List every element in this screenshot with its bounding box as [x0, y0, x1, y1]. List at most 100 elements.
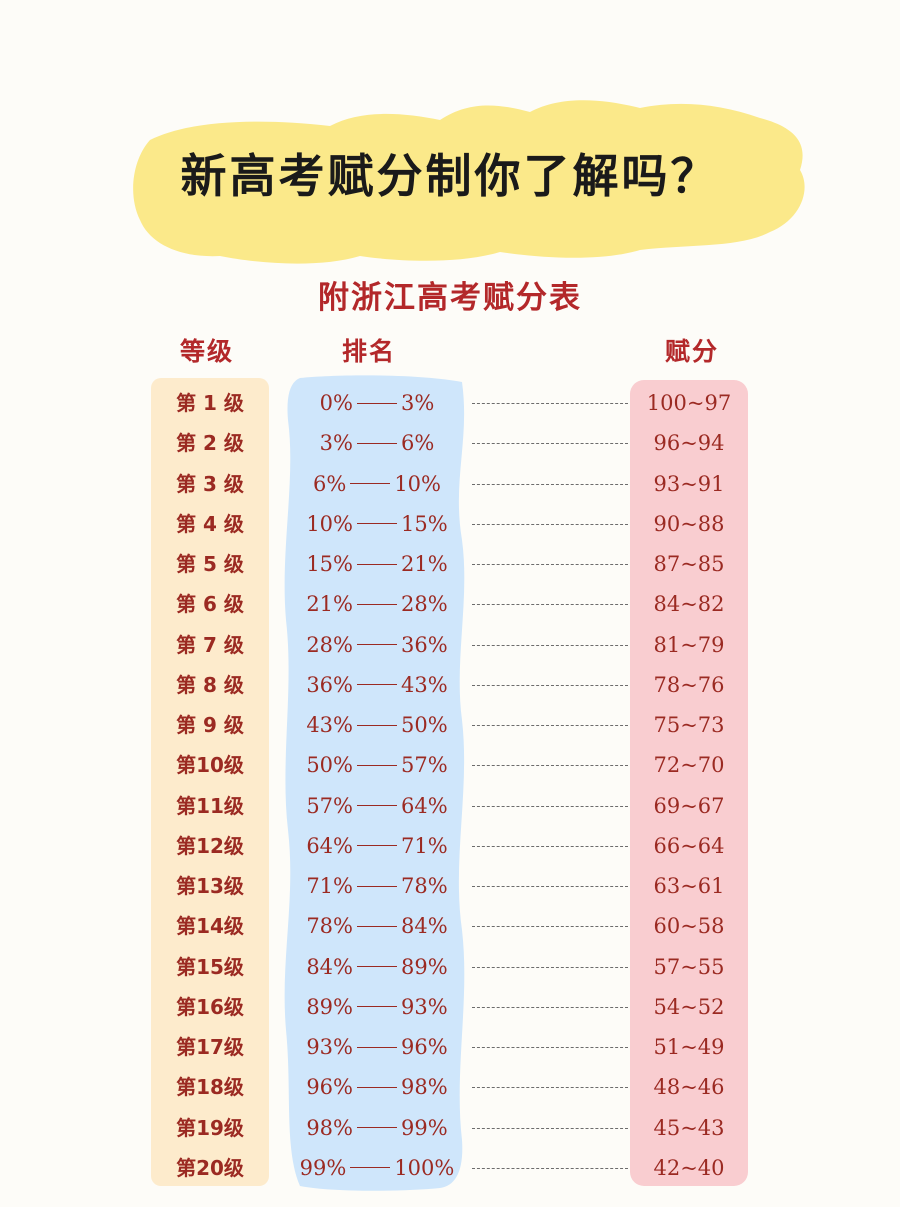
rank-from: 6%: [312, 471, 347, 496]
rank-cell: 93% 96%: [296, 1027, 458, 1067]
grade-table: 第 1 级 0% 3% 100~97 第 2 级 3% 6% 96~94 第 3 级 6% 10% 9…: [0, 383, 900, 1188]
score-cell: 78~76: [653, 672, 725, 697]
rank-to: 64%: [401, 793, 448, 818]
level-cell: 第10级: [176, 753, 244, 778]
level-cell: 第12级: [176, 833, 244, 858]
score-cell: 42~40: [653, 1155, 725, 1180]
rank-dash: [357, 845, 397, 847]
rank-cell: 99% 100%: [296, 1148, 458, 1188]
rank-cell: 57% 64%: [296, 786, 458, 826]
leader-line: [472, 1006, 628, 1008]
rank-to: 89%: [401, 954, 448, 979]
rank-to: 71%: [401, 833, 448, 858]
rank-dash: [357, 442, 397, 444]
rank-dash: [357, 925, 397, 927]
level-cell: 第 8 级: [176, 672, 244, 697]
leader-line: [472, 1167, 628, 1169]
leader-line: [472, 443, 628, 445]
score-cell: 72~70: [653, 753, 725, 778]
score-cell: 84~82: [653, 592, 725, 617]
rank-from: 78%: [306, 914, 353, 939]
table-row: 第19级 98% 99% 45~43: [0, 1108, 900, 1148]
table-row: 第13级 71% 78% 63~61: [0, 866, 900, 906]
rank-from: 21%: [306, 592, 353, 617]
rank-to: 100%: [394, 1155, 455, 1180]
rank-cell: 71% 78%: [296, 866, 458, 906]
rank-to: 3%: [401, 391, 435, 415]
level-cell: 第16级: [176, 994, 244, 1019]
table-row: 第16级 89% 93% 54~52: [0, 987, 900, 1027]
table-row: 第10级 50% 57% 72~70: [0, 745, 900, 785]
level-cell: 第18级: [176, 1075, 244, 1100]
rank-dash: [357, 1086, 397, 1088]
rank-dash: [357, 1006, 397, 1008]
rank-cell: 50% 57%: [296, 745, 458, 785]
rank-to: 96%: [401, 1035, 448, 1059]
rank-cell: 0% 3%: [296, 383, 458, 423]
level-column-band: [151, 378, 269, 1186]
rank-from: 0%: [319, 391, 353, 415]
rank-to: 15%: [401, 511, 448, 536]
score-cell: 63~61: [653, 874, 725, 898]
rank-band-shape: [284, 375, 465, 1191]
rank-to: 57%: [401, 753, 448, 778]
rank-dash: [357, 764, 397, 766]
table-row: 第 1 级 0% 3% 100~97: [0, 383, 900, 423]
leader-line: [472, 1087, 628, 1089]
rank-cell: 36% 43%: [296, 665, 458, 705]
level-cell: 第19级: [176, 1115, 244, 1140]
leader-line: [472, 805, 628, 807]
rank-from: 89%: [306, 994, 353, 1019]
score-cell: 75~73: [653, 713, 725, 737]
rank-from: 99%: [299, 1155, 347, 1180]
rank-cell: 10% 15%: [296, 504, 458, 544]
leader-line: [472, 886, 628, 887]
table-row: 第 7 级 28% 36% 81~79: [0, 625, 900, 665]
highlighter-stroke: [133, 100, 805, 264]
table-row: 第12级 64% 71% 66~64: [0, 826, 900, 866]
rank-cell: 21% 28%: [296, 584, 458, 624]
table-row: 第 5 级 15% 21% 87~85: [0, 544, 900, 584]
score-cell: 90~88: [653, 511, 725, 536]
rank-dash: [357, 966, 397, 968]
level-cell: 第 1 级: [176, 391, 244, 415]
score-cell: 51~49: [653, 1035, 725, 1059]
score-cell: 87~85: [653, 552, 725, 576]
table-row: 第14级 78% 84% 60~58: [0, 906, 900, 946]
table-row: 第 9 级 43% 50% 75~73: [0, 705, 900, 745]
table-row: 第 6 级 21% 28% 84~82: [0, 584, 900, 624]
table-row: 第 3 级 6% 10% 93~91: [0, 464, 900, 504]
table-row: 第18级 96% 98% 48~46: [0, 1067, 900, 1107]
rank-dash: [357, 402, 397, 404]
level-cell: 第11级: [176, 793, 244, 818]
rank-from: 93%: [306, 1035, 353, 1059]
leader-line: [472, 966, 628, 968]
header-rank: 排名: [342, 337, 397, 366]
table-row: 第 8 级 36% 43% 78~76: [0, 665, 900, 705]
score-cell: 69~67: [653, 793, 725, 818]
rank-cell: 89% 93%: [296, 987, 458, 1027]
rank-to: 21%: [401, 552, 448, 576]
table-row: 第 2 级 3% 6% 96~94: [0, 423, 900, 463]
leader-line: [472, 684, 628, 686]
rank-cell: 78% 84%: [296, 906, 458, 946]
header-score: 赋分: [665, 337, 720, 366]
level-cell: 第 4 级: [176, 511, 244, 536]
score-cell: 81~79: [653, 632, 725, 657]
leader-line: [472, 644, 628, 646]
score-column-band: [630, 380, 748, 1186]
level-cell: 第 9 级: [176, 713, 244, 737]
table-row: 第20级 99% 100% 42~40: [0, 1148, 900, 1188]
rank-from: 57%: [306, 793, 353, 818]
rank-from: 43%: [306, 713, 353, 737]
leader-line: [472, 845, 628, 847]
rank-from: 15%: [306, 552, 353, 576]
level-cell: 第 3 级: [176, 471, 244, 496]
rank-from: 36%: [306, 672, 353, 697]
rank-cell: 43% 50%: [296, 705, 458, 745]
score-cell: 100~97: [646, 391, 732, 415]
rank-dash: [357, 1127, 397, 1129]
rank-cell: 84% 89%: [296, 947, 458, 987]
leader-line: [472, 483, 628, 485]
